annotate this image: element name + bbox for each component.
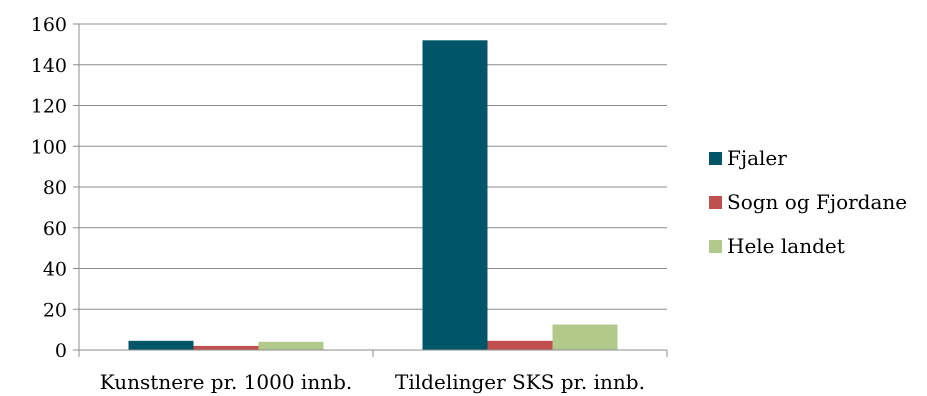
legend: Fjaler Sogn og Fjordane Hele landet — [709, 146, 907, 258]
y-tick-label: 120 — [31, 96, 67, 118]
bar-fjaler-2 — [422, 40, 488, 351]
y-tick-label: 60 — [43, 218, 67, 240]
y-tick-label: 160 — [31, 14, 67, 36]
axes — [73, 23, 668, 357]
y-tick-labels: 0 20 40 60 80 100 120 140 160 — [31, 14, 67, 362]
category-labels: Kunstnere pr. 1000 innb. Tildelinger SKS … — [100, 370, 645, 394]
legend-swatch — [709, 152, 722, 165]
y-tick-label: 20 — [43, 299, 67, 321]
bar-fjaler-1 — [128, 340, 194, 350]
legend-label: Sogn og Fjordane — [727, 190, 907, 214]
y-tick-label: 100 — [31, 136, 67, 158]
legend-label: Fjaler — [727, 146, 787, 170]
y-tick-label: 80 — [43, 177, 67, 199]
legend-swatch — [709, 240, 722, 253]
bars — [128, 40, 618, 351]
y-tick-label: 40 — [43, 259, 67, 281]
y-tick-label: 140 — [31, 55, 67, 77]
category-label: Kunstnere pr. 1000 innb. — [100, 370, 353, 394]
category-label: Tildelinger SKS pr. innb. — [395, 370, 645, 394]
bar-sogn-og-fjordane-2 — [487, 340, 553, 350]
legend-label: Hele landet — [727, 234, 845, 258]
y-tick-label: 0 — [55, 340, 67, 362]
bar-hele-landet-1 — [258, 341, 324, 350]
bar-hele-landet-2 — [552, 324, 618, 350]
legend-swatch — [709, 196, 722, 209]
bar-sogn-og-fjordane-1 — [193, 345, 259, 350]
gridlines — [79, 23, 667, 310]
